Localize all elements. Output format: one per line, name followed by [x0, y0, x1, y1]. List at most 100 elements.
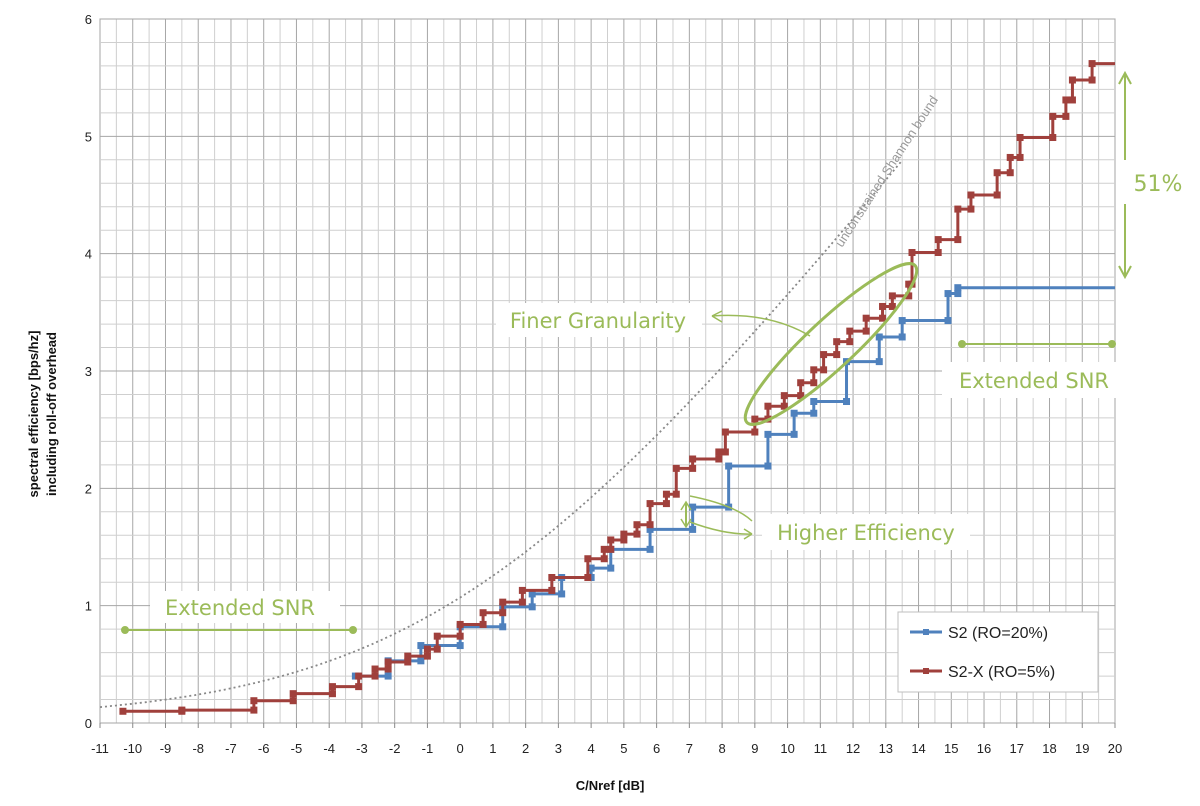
legend-s2-marker — [923, 629, 929, 635]
data-point — [584, 574, 592, 582]
data-point — [888, 302, 896, 310]
x-tick-label: -4 — [323, 741, 335, 756]
data-point — [820, 351, 828, 359]
efficiency-gap-heads — [680, 500, 692, 529]
data-point — [499, 609, 507, 617]
data-point — [1068, 76, 1076, 84]
data-point — [689, 525, 697, 533]
legend-box — [897, 611, 1099, 693]
series-line-1 — [122, 62, 1115, 713]
higher-efficiency-label: Higher Efficiency — [777, 521, 955, 545]
x-tick-label: 17 — [1010, 741, 1024, 756]
data-point — [875, 333, 883, 341]
x-tick-label: 12 — [846, 741, 860, 756]
gain-arrow-heads — [1118, 70, 1132, 280]
data-point — [993, 169, 1001, 177]
data-point — [780, 402, 788, 410]
x-axis-title: C/Nref [dB] — [576, 778, 645, 793]
data-point — [875, 358, 883, 366]
data-point — [715, 455, 723, 463]
data-point — [633, 521, 641, 529]
data-point — [689, 455, 697, 463]
data-point — [810, 379, 818, 387]
data-point — [954, 284, 962, 292]
shannon-bound-curve — [99, 159, 903, 708]
data-point — [404, 652, 412, 660]
data-point — [888, 292, 896, 300]
data-point — [721, 448, 729, 456]
data-point — [725, 462, 733, 470]
y-tick-label: 4 — [85, 247, 92, 262]
x-tick-label: 19 — [1075, 741, 1089, 756]
data-point — [633, 530, 641, 538]
y-axis-title-line1: spectral efficiency [bps/hz] — [26, 331, 41, 498]
data-point — [764, 402, 772, 410]
x-tick-label: 7 — [686, 741, 693, 756]
data-point — [558, 590, 566, 598]
data-point — [1068, 96, 1076, 104]
data-point — [384, 665, 392, 673]
data-point — [607, 545, 615, 553]
data-point — [620, 536, 628, 544]
extended-snr-right-bg — [942, 362, 1120, 398]
data-point — [810, 398, 818, 406]
x-tick-label: 4 — [588, 741, 595, 756]
data-point — [820, 366, 828, 374]
data-point — [993, 191, 1001, 199]
y-tick-label: 3 — [85, 364, 92, 379]
data-point — [846, 338, 854, 346]
data-point — [672, 490, 680, 498]
data-point — [1062, 112, 1070, 120]
x-tick-label: 16 — [977, 741, 991, 756]
data-point — [797, 392, 805, 400]
extended-snr-left-bg — [150, 591, 340, 623]
data-point — [898, 333, 906, 341]
data-point — [1049, 112, 1057, 120]
data-point — [833, 338, 841, 346]
data-point — [764, 430, 772, 438]
data-point — [689, 503, 697, 511]
data-point — [751, 428, 759, 436]
data-point — [456, 642, 464, 650]
data-point — [967, 191, 975, 199]
data-point — [1062, 96, 1070, 104]
axis-ticks: -11 -10 -9 -8 -7 -6 -5 -4 -3 -2 -1 0 1 2 3 4 5 6 7 8 9 10 11 12… — [85, 12, 1122, 756]
data-point — [371, 665, 379, 673]
data-point — [479, 620, 487, 628]
x-tick-label: -10 — [123, 741, 142, 756]
data-point — [384, 658, 392, 666]
data-point — [954, 290, 962, 298]
data-point — [790, 430, 798, 438]
data-point — [587, 564, 595, 572]
data-point — [1049, 134, 1057, 142]
data-point — [1006, 169, 1014, 177]
x-tick-label: 13 — [879, 741, 893, 756]
data-point — [721, 428, 729, 436]
granularity-label-bg — [496, 303, 702, 337]
legend-s2x-label: S2-X (RO=5%) — [948, 664, 1055, 681]
efficiency-label-bg — [762, 514, 970, 550]
x-tick-label: 6 — [653, 741, 660, 756]
data-point — [934, 236, 942, 244]
data-point — [780, 392, 788, 400]
x-tick-label: 11 — [814, 741, 828, 756]
x-tick-label: -6 — [258, 741, 270, 756]
extended-snr-left-dot-1 — [121, 626, 129, 634]
data-point — [250, 706, 258, 714]
data-point — [1088, 60, 1096, 68]
data-point — [662, 490, 670, 498]
x-tick-label: 8 — [718, 741, 725, 756]
data-point — [898, 317, 906, 325]
data-point — [518, 586, 526, 594]
data-point — [1006, 153, 1014, 161]
data-point — [584, 555, 592, 563]
y-tick-label: 6 — [85, 12, 92, 27]
data-point — [846, 327, 854, 335]
data-point — [178, 707, 186, 715]
data-point — [620, 530, 628, 538]
data-point — [1016, 153, 1024, 161]
data-point — [646, 521, 654, 529]
data-point — [646, 545, 654, 553]
extended-snr-right-dot-1 — [958, 340, 966, 348]
data-point — [250, 697, 258, 705]
